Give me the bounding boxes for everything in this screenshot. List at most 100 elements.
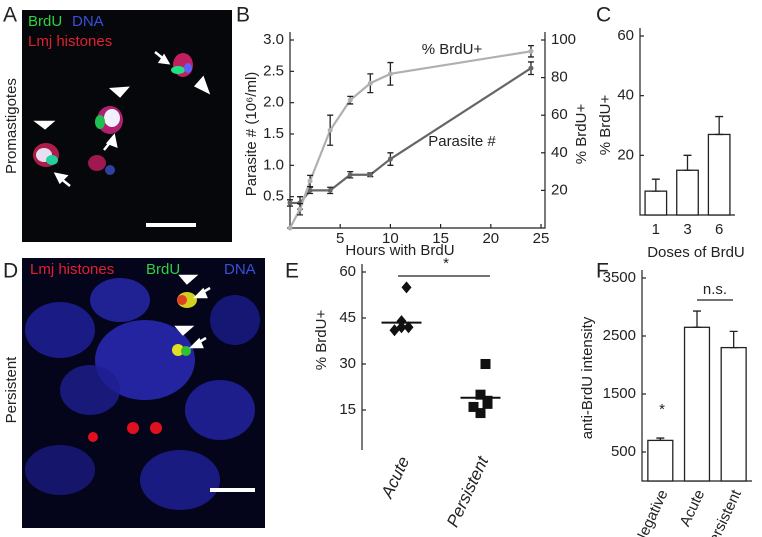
- panel-letter: B: [236, 4, 250, 27]
- data-point: [403, 321, 414, 334]
- y-tick-label: 3500: [603, 269, 636, 286]
- series-line: [289, 50, 532, 229]
- x-tick-label: Persistent: [701, 486, 745, 537]
- data-point: [287, 200, 293, 206]
- stain-label: BrdU: [28, 13, 62, 30]
- stain-label: DNA: [224, 261, 256, 278]
- stain-label: Lmj histones: [30, 261, 114, 278]
- y-tick-label: 80: [551, 69, 568, 86]
- data-point: [482, 398, 493, 409]
- stain-label: DNA: [72, 13, 104, 30]
- bar: [644, 190, 668, 216]
- y-tick-label: 3.0: [263, 31, 284, 48]
- series-label: Parasite #: [428, 133, 496, 150]
- series-label: % BrdU+: [422, 41, 483, 58]
- micrograph-d: Lmj histones BrdU DNA Persistent: [3, 258, 265, 528]
- y-tick-label: 1.0: [263, 156, 284, 173]
- x-tick-label: Acute: [677, 487, 709, 529]
- x-tick-label: 1: [652, 221, 660, 238]
- data-point: [396, 315, 407, 328]
- y-tick-label: 15: [339, 401, 356, 418]
- data-point: [468, 401, 479, 412]
- data-point: [327, 127, 333, 133]
- panel-letter: A: [3, 4, 17, 27]
- data-point: [528, 48, 534, 54]
- data-point: [401, 281, 412, 294]
- y-tick-label: 30: [339, 355, 356, 372]
- y-tick-label: 1500: [603, 385, 636, 402]
- axis-title: Hours with BrdU: [345, 242, 454, 259]
- bar: [647, 439, 674, 482]
- micrograph-a: BrdU DNA Lmj histones Promastigotes: [3, 10, 232, 242]
- data-point: [347, 97, 353, 103]
- annotation: *: [659, 401, 665, 418]
- panel-letter: F: [596, 260, 609, 283]
- axis-line: [289, 32, 546, 229]
- y-tick-label: 20: [551, 181, 568, 198]
- x-tick-label: 15: [432, 230, 449, 247]
- error-bar: [651, 178, 660, 192]
- x-tick-label: 6: [715, 221, 723, 238]
- y-tick-label: 60: [617, 27, 634, 44]
- y-tick-label: 20: [617, 146, 634, 163]
- series-line: [290, 67, 532, 205]
- panel-letter: D: [3, 260, 18, 283]
- data-point: [475, 389, 486, 400]
- bar: [683, 326, 711, 482]
- data-point: [396, 321, 407, 334]
- axis-title: % BrdU+: [597, 95, 614, 156]
- data-point: [367, 80, 373, 86]
- y-tick-label: 45: [339, 309, 356, 326]
- data-point: [387, 71, 393, 77]
- axis-title: % BrdU+: [573, 104, 590, 165]
- x-tick-label: 10: [382, 230, 399, 247]
- y-tick-label: 500: [611, 443, 636, 460]
- y-tick-label: 1.5: [263, 125, 284, 142]
- data-point: [297, 206, 303, 212]
- bar: [707, 133, 731, 216]
- y-tick-label: 40: [551, 144, 568, 161]
- y-tick-label: 40: [617, 87, 634, 104]
- error-bar: [656, 437, 665, 442]
- x-tick-label: 25: [533, 230, 550, 247]
- data-point: [327, 187, 333, 193]
- axis-line: [639, 28, 735, 216]
- y-tick-label: 60: [339, 263, 356, 280]
- data-point: [367, 172, 373, 178]
- data-point: [528, 65, 534, 71]
- bar: [720, 346, 747, 482]
- side-label: Promastigotes: [3, 78, 20, 174]
- data-point: [307, 178, 313, 184]
- axis-title: Parasite # (10⁶/ml): [243, 72, 260, 197]
- axis-title: % BrdU+: [313, 310, 330, 371]
- side-label: Persistent: [3, 356, 20, 424]
- x-tick-label: Acute: [377, 454, 413, 502]
- stain-label: BrdU: [146, 261, 180, 278]
- y-tick-label: 2500: [603, 327, 636, 344]
- error-bar: [693, 310, 701, 328]
- data-point: [475, 408, 486, 419]
- y-tick-label: 0.5: [263, 188, 284, 205]
- x-tick-label: 5: [336, 230, 344, 247]
- annotation: n.s.: [703, 281, 727, 298]
- x-tick-label: Negative: [631, 487, 671, 537]
- panel-letter: E: [285, 260, 299, 283]
- error-bar: [715, 115, 724, 136]
- axis-title: anti-BrdU intensity: [579, 316, 596, 439]
- y-tick-label: 60: [551, 106, 568, 123]
- x-tick-label: Persistent: [443, 452, 493, 530]
- error-bar: [683, 154, 692, 171]
- x-tick-label: 3: [683, 221, 691, 238]
- axis-title: Doses of BrdU: [647, 244, 745, 261]
- data-point: [347, 172, 353, 178]
- x-tick-label: 20: [482, 230, 499, 247]
- y-tick-label: 2.5: [263, 62, 284, 79]
- axis-line: [641, 270, 752, 482]
- annotation: *: [443, 255, 449, 272]
- data-point: [387, 156, 393, 162]
- data-point: [307, 187, 313, 193]
- panel-letter: C: [596, 4, 611, 27]
- y-tick-label: 2.0: [263, 94, 284, 111]
- y-tick-label: 100: [551, 31, 576, 48]
